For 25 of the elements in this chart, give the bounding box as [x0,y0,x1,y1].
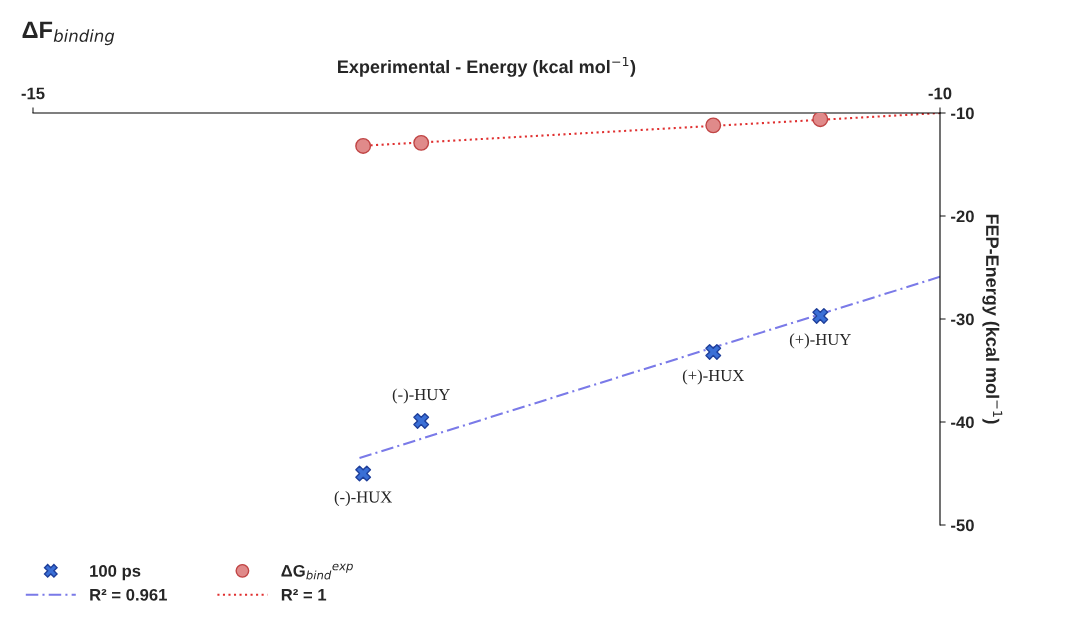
point [355,465,372,482]
legend-label: R² = 1 [281,588,327,601]
y-tick-label: -10 [951,107,974,120]
annotation: (+)-HUY [789,333,851,349]
point [705,343,722,360]
annotation: (-)-HUX [334,490,392,507]
legend-label: R² = 0.961 [90,588,167,601]
point [413,134,430,151]
annotation: (-)-HUY [392,388,450,404]
y-axis-title: FEP-Energy (kcal mol$^{−1}$) [982,214,1003,424]
annotation: (+)-HUX [682,369,745,385]
point [812,307,829,324]
y-tick-label: -30 [951,313,974,326]
legend-label: 100 ps [90,565,141,581]
point [812,113,829,128]
chart-title: ΔF$_{binding}$ [22,21,115,46]
point [705,117,722,134]
y-tick-label: -20 [951,210,974,223]
x-tick-label: -15 [21,87,45,100]
point [413,412,430,429]
x-axis-title: Experimental - Energy (kcal mol$^{−1}$) [338,56,636,77]
legend-label: ΔG$_{bind}$$^{exp}$ [281,563,353,580]
point [355,137,372,154]
y-tick-label: -50 [951,519,974,532]
y-tick-label: -40 [951,416,974,429]
